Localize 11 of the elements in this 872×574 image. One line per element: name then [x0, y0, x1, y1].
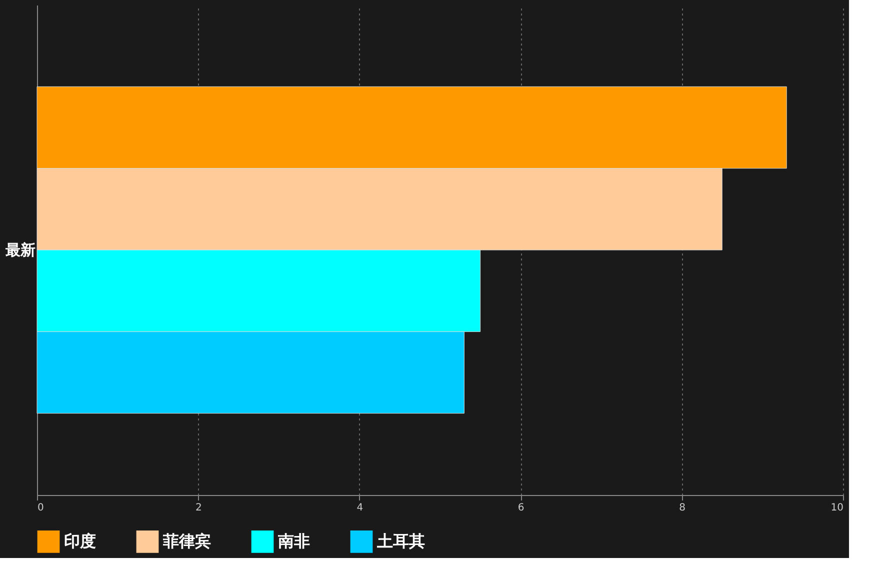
legend-label: 土耳其: [376, 532, 425, 551]
x-tick-label: 0: [38, 502, 44, 514]
x-tick-label: 8: [679, 502, 686, 514]
legend-label: 菲律宾: [162, 532, 211, 551]
y-tick-label: 最新: [4, 241, 36, 259]
legend-label: 印度: [64, 532, 96, 551]
x-tick-label: 4: [356, 502, 364, 514]
x-tick-label: 2: [196, 502, 202, 514]
legend-label: 南非: [277, 532, 310, 551]
x-tick-label: 6: [518, 502, 524, 514]
x-tick-label: 10: [830, 502, 844, 514]
